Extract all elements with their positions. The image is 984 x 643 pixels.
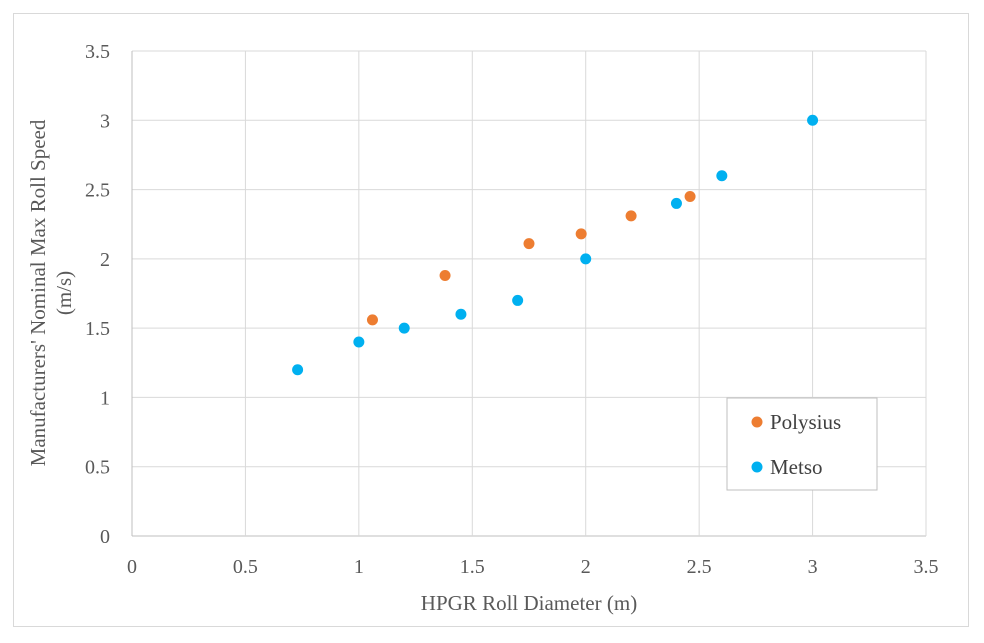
y-tick-label: 1 [100, 387, 110, 409]
gridlines [131, 50, 927, 537]
y-tick-labels: 0 0.5 1 1.5 2 2.5 3 3.5 [85, 41, 110, 548]
legend-box [726, 397, 878, 491]
y-tick-label: 2 [100, 249, 110, 271]
y-tick-label: 3.5 [85, 41, 110, 63]
x-tick-labels: 0 0.5 1 1.5 2 2.5 3 3.5 [127, 556, 939, 578]
legend-label-metso: Metso [770, 455, 823, 479]
data-point-metso [353, 336, 365, 348]
data-point-polysius [575, 228, 587, 240]
data-point-metso [292, 364, 304, 376]
y-tick-label: 3 [100, 110, 110, 132]
data-point-metso [716, 170, 728, 182]
x-tick-label: 1 [354, 556, 364, 578]
data-point-metso [580, 253, 592, 265]
y-axis-title: Manufacturers' Nominal Max Roll Speed (m… [26, 119, 76, 466]
y-axis-title-line-1: Manufacturers' Nominal Max Roll Speed [26, 119, 50, 466]
y-axis-title-line-2: (m/s) [52, 271, 76, 315]
legend: Polysius Metso [726, 397, 878, 491]
data-point-polysius [366, 314, 378, 326]
x-tick-label: 2 [581, 556, 591, 578]
x-tick-label: 0 [127, 556, 137, 578]
data-point-metso [512, 294, 524, 306]
data-point-polysius [439, 269, 451, 281]
legend-label-polysius: Polysius [770, 410, 841, 434]
x-tick-label: 1.5 [460, 556, 485, 578]
data-point-metso [398, 322, 410, 334]
y-tick-label: 0.5 [85, 457, 110, 479]
data-point-polysius [684, 191, 696, 202]
y-tick-label: 1.5 [85, 318, 110, 340]
x-tick-label: 3 [808, 556, 818, 578]
y-tick-label: 2.5 [85, 180, 110, 202]
chart-frame [13, 13, 969, 627]
data-point-metso [455, 308, 467, 320]
x-tick-label: 2.5 [687, 556, 712, 578]
data-point-polysius [625, 210, 637, 222]
x-tick-label: 0.5 [233, 556, 258, 578]
data-points [292, 114, 819, 376]
data-point-metso [807, 114, 819, 126]
x-axis-title: HPGR Roll Diameter (m) [421, 591, 637, 615]
legend-marker-metso [751, 461, 763, 473]
x-tick-label: 3.5 [914, 556, 939, 578]
data-point-polysius [523, 238, 535, 250]
y-tick-label: 0 [100, 526, 110, 548]
data-point-metso [670, 197, 682, 209]
legend-marker-polysius [751, 416, 763, 428]
